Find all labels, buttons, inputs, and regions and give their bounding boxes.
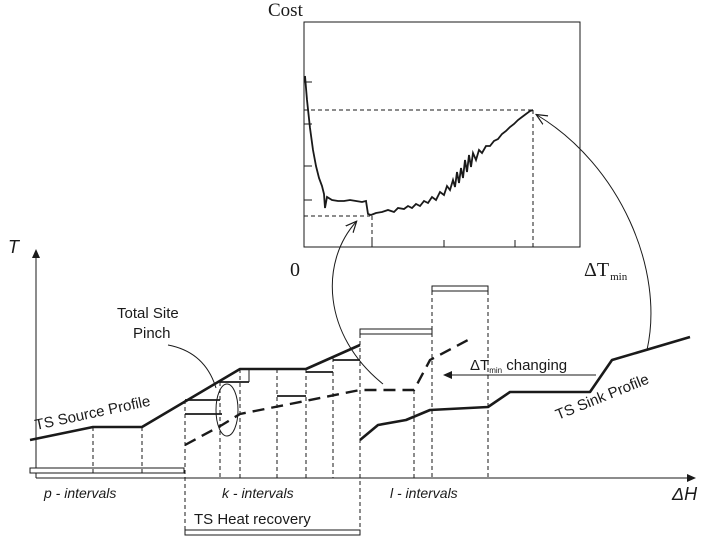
heat-recovery-label: TS Heat recovery <box>194 511 311 528</box>
shifted-sink-profile <box>184 338 469 447</box>
main-axes: T ΔH <box>8 237 698 504</box>
cost-plot-x-ticks <box>371 240 516 247</box>
pinch-label-line1: Total Site <box>117 305 179 322</box>
pinch-ellipse <box>215 383 239 437</box>
sink-profile-label: TS Sink Profile <box>553 371 651 424</box>
t-axis-label: T <box>8 237 21 257</box>
dtmin-axis-label: ΔTmin <box>584 259 628 283</box>
source-profile-curve <box>29 343 361 442</box>
pinch-leader-line <box>167 344 217 389</box>
interval-dividers <box>92 291 489 535</box>
l-region-bar-top <box>431 285 489 292</box>
k-intervals-label: k - intervals <box>222 485 294 501</box>
arrow-to-cost-maximum <box>537 115 652 351</box>
p-region-utility-bar <box>29 467 185 474</box>
cost-plot-frame <box>303 21 581 248</box>
source-interval-boxes <box>185 359 360 401</box>
cost-curve <box>304 75 534 216</box>
cost-plot-y-ticks <box>304 81 312 201</box>
source-profile <box>29 343 361 442</box>
l-intervals-label: l - intervals <box>390 485 458 501</box>
cost-axis-label: Cost <box>268 0 304 21</box>
p-intervals-label: p - intervals <box>43 485 116 501</box>
arrow-to-cost-minimum <box>331 222 384 385</box>
dh-axis-label: ΔH <box>671 484 698 504</box>
l-region-bar-upper <box>359 328 433 335</box>
dtmin-changing-label: ΔTmin changing <box>470 357 567 375</box>
cost-origin-label: 0 <box>290 259 300 281</box>
cost-plot: Cost 0 ΔTmin <box>268 0 628 283</box>
heat-recovery-bar <box>184 529 361 536</box>
pinch-label-line2: Pinch <box>133 325 171 342</box>
